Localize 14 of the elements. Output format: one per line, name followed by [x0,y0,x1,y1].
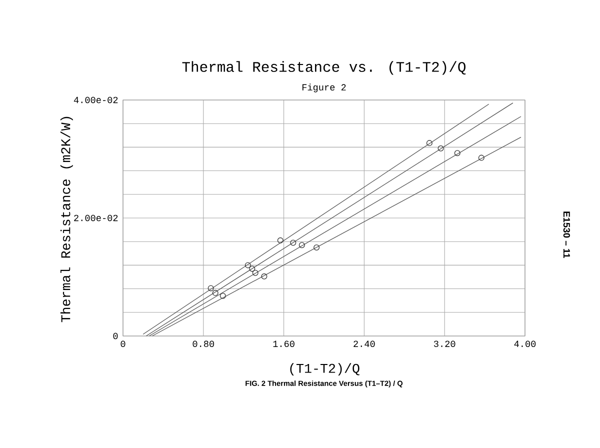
x-tick-label: 4.00 [514,340,536,348]
y-tick-label: 0 [113,332,118,340]
x-tick-label: 3.20 [434,340,456,348]
x-tick-label: 2.40 [354,340,375,348]
x-tick-label: 0 [120,340,126,348]
y-tick-label: 4.00e-02 [74,96,118,104]
y-tick-label: 2.00e-02 [74,214,118,222]
chart-subtitle: Figure 2 [302,84,346,92]
y-axis-title: Thermal Resistance (m2K/W) [60,116,73,322]
chart-title: Thermal Resistance vs. (T1-T2)/Q [182,61,466,75]
x-axis-title: (T1-T2)/Q [290,363,360,376]
text: E1530 – 11 [563,212,570,258]
x-tick-label: 1.60 [273,340,294,348]
x-tick-label: 0.80 [192,340,214,348]
